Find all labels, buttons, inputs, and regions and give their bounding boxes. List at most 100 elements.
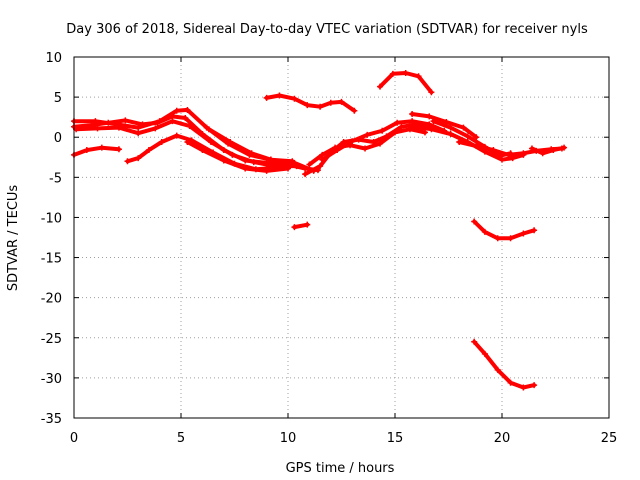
data-point bbox=[481, 228, 488, 235]
data-point bbox=[394, 119, 401, 126]
data-point bbox=[158, 139, 165, 146]
series-arc-13 bbox=[377, 70, 435, 96]
data-point bbox=[135, 124, 142, 131]
data-point bbox=[115, 124, 122, 131]
data-point bbox=[207, 139, 214, 146]
series-arc-7 bbox=[205, 126, 296, 165]
x-tick-label: 5 bbox=[177, 431, 185, 446]
series-line bbox=[185, 140, 290, 173]
data-point bbox=[156, 118, 163, 125]
data-point bbox=[481, 350, 488, 357]
data-point bbox=[389, 70, 396, 77]
data-point bbox=[494, 235, 501, 242]
data-point bbox=[293, 163, 300, 170]
data-point bbox=[473, 134, 480, 141]
data-point bbox=[152, 125, 159, 132]
data-point bbox=[428, 126, 435, 133]
x-tick-label: 15 bbox=[387, 431, 404, 446]
data-point bbox=[229, 151, 236, 158]
data-point bbox=[317, 103, 324, 110]
data-point bbox=[135, 130, 142, 137]
series-line bbox=[530, 145, 567, 156]
data-point bbox=[122, 117, 129, 124]
data-point bbox=[377, 140, 384, 147]
data-point bbox=[456, 139, 463, 146]
data-point bbox=[276, 92, 283, 99]
data-point bbox=[507, 235, 514, 242]
chart-title: Day 306 of 2018, Sidereal Day-to-day VTE… bbox=[66, 22, 588, 37]
data-point bbox=[528, 145, 535, 152]
data-point bbox=[379, 127, 386, 134]
data-point bbox=[473, 143, 480, 150]
series-arc-4 bbox=[71, 144, 122, 158]
series-arc-20 bbox=[471, 338, 538, 391]
data-point bbox=[184, 106, 191, 113]
data-point bbox=[392, 129, 398, 136]
data-point bbox=[250, 159, 257, 166]
data-point bbox=[92, 118, 99, 125]
data-point bbox=[520, 150, 527, 157]
series-arc-9 bbox=[291, 221, 311, 231]
data-point bbox=[349, 138, 356, 145]
y-tick-label: -15 bbox=[41, 252, 62, 267]
data-point bbox=[145, 147, 152, 154]
data-point bbox=[398, 123, 405, 130]
series-arc-8 bbox=[263, 92, 358, 114]
x-axis-label: GPS time / hours bbox=[286, 461, 395, 476]
data-point bbox=[415, 73, 422, 80]
data-point bbox=[364, 131, 371, 138]
series-arc-14 bbox=[409, 110, 480, 141]
data-point bbox=[550, 147, 557, 154]
data-point bbox=[291, 95, 298, 102]
data-point bbox=[531, 227, 538, 234]
data-point bbox=[409, 123, 416, 130]
data-point bbox=[199, 147, 206, 154]
data-point bbox=[186, 122, 193, 129]
data-point bbox=[561, 144, 568, 151]
data-point bbox=[377, 83, 384, 90]
y-tick-label: 5 bbox=[54, 91, 62, 106]
data-point bbox=[428, 89, 435, 96]
data-point bbox=[289, 158, 296, 165]
data-point bbox=[83, 147, 90, 154]
data-point bbox=[520, 230, 527, 237]
y-tick-label: -25 bbox=[41, 332, 62, 347]
data-point bbox=[302, 171, 309, 178]
y-axis-label: SDTVAR / TECUs bbox=[6, 185, 21, 292]
data-point bbox=[447, 131, 454, 138]
series-arc-17 bbox=[456, 139, 565, 158]
data-point bbox=[263, 94, 270, 101]
data-point bbox=[499, 156, 505, 163]
data-point bbox=[135, 155, 142, 162]
data-point bbox=[182, 114, 189, 121]
x-tick-label: 25 bbox=[601, 431, 618, 446]
data-point bbox=[184, 139, 191, 146]
data-point bbox=[291, 224, 298, 231]
data-point bbox=[317, 163, 324, 170]
data-point bbox=[98, 144, 105, 151]
series-line bbox=[72, 145, 121, 157]
data-point bbox=[362, 145, 369, 152]
data-point bbox=[409, 110, 416, 117]
data-point bbox=[460, 124, 467, 131]
axis-ticks: 0 5 10 15 20 25 10 5 0 -5 -10 -15 -20 -25 -30 -35 bbox=[41, 51, 618, 446]
data-point bbox=[173, 107, 180, 114]
data-point bbox=[227, 139, 234, 146]
data-point bbox=[306, 161, 313, 168]
data-point bbox=[205, 126, 212, 133]
data-point bbox=[267, 156, 274, 163]
data-point bbox=[327, 99, 334, 106]
data-point bbox=[319, 156, 326, 163]
data-point bbox=[471, 218, 478, 225]
data-point bbox=[115, 146, 122, 153]
y-tick-label: 0 bbox=[54, 131, 62, 146]
gridlines bbox=[74, 57, 609, 418]
data-point bbox=[304, 221, 311, 228]
data-point bbox=[124, 158, 131, 165]
data-point bbox=[173, 132, 180, 139]
data-point bbox=[531, 382, 538, 389]
y-tick-label: -20 bbox=[41, 292, 62, 307]
series-arc-6 bbox=[184, 139, 291, 174]
series-arc-18 bbox=[528, 144, 568, 157]
data-point bbox=[494, 366, 501, 373]
